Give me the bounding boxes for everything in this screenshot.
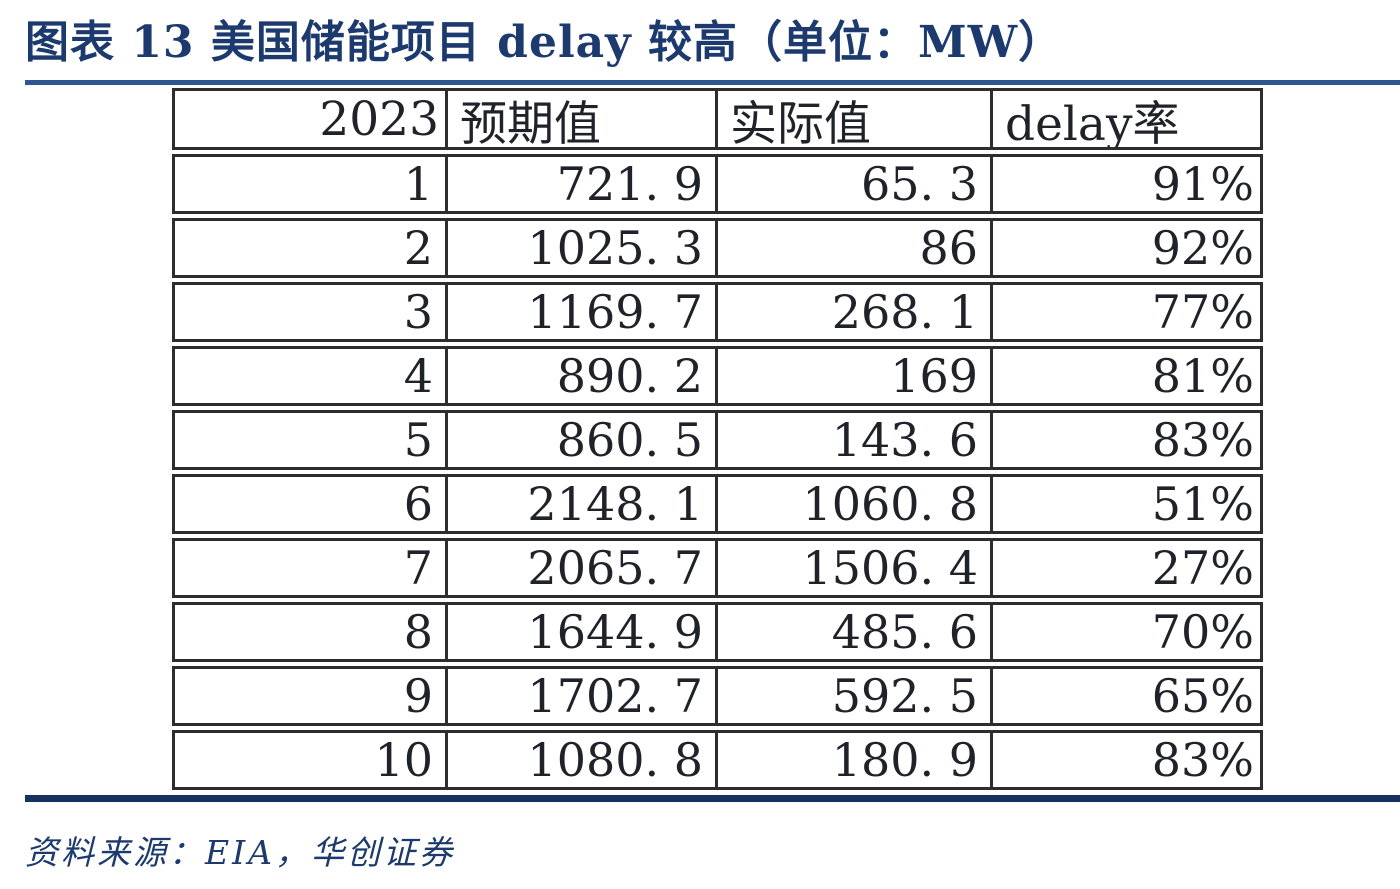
source-note: 资料来源：EIA，华创证券	[25, 833, 455, 872]
cell-month: 2	[403, 221, 433, 275]
cell-expected: 2065. 7	[445, 541, 715, 595]
cell-delay-rate: 83%	[990, 733, 1260, 787]
header-year: 2023	[319, 91, 439, 147]
cell-delay-rate: 77%	[990, 285, 1260, 339]
cell-actual: 86	[715, 221, 990, 275]
cell-actual: 1506. 4	[715, 541, 990, 595]
cell-delay-rate: 91%	[990, 157, 1260, 211]
table-row: 7 2065. 7 1506. 4 27%	[172, 538, 1263, 598]
cell-month: 5	[403, 413, 433, 467]
cell-expected: 1169. 7	[445, 285, 715, 339]
header-delay-rate: delay率	[990, 91, 1260, 147]
table-header-row: 2023 预期值 实际值 delay率	[172, 88, 1263, 150]
header-expected: 预期值	[445, 91, 715, 147]
table-row: 1 721. 9 65. 3 91%	[172, 154, 1263, 214]
cell-delay-rate: 81%	[990, 349, 1260, 403]
table-row: 5 860. 5 143. 6 83%	[172, 410, 1263, 470]
cell-expected: 721. 9	[445, 157, 715, 211]
cell-actual: 180. 9	[715, 733, 990, 787]
header-actual: 实际值	[715, 91, 990, 147]
cell-actual: 65. 3	[715, 157, 990, 211]
table-row: 3 1169. 7 268. 1 77%	[172, 282, 1263, 342]
table-row: 6 2148. 1 1060. 8 51%	[172, 474, 1263, 534]
cell-actual: 1060. 8	[715, 477, 990, 531]
table-row: 4 890. 2 169 81%	[172, 346, 1263, 406]
delay-data-table: 2023 预期值 实际值 delay率 1 721. 9 65. 3 91% 2…	[172, 88, 1263, 794]
cell-month: 3	[403, 285, 433, 339]
cell-delay-rate: 83%	[990, 413, 1260, 467]
cell-expected: 890. 2	[445, 349, 715, 403]
cell-actual: 169	[715, 349, 990, 403]
cell-expected: 1025. 3	[445, 221, 715, 275]
cell-delay-rate: 70%	[990, 605, 1260, 659]
cell-delay-rate: 92%	[990, 221, 1260, 275]
cell-expected: 2148. 1	[445, 477, 715, 531]
cell-actual: 592. 5	[715, 669, 990, 723]
cell-month: 8	[403, 605, 433, 659]
table-row: 2 1025. 3 86 92%	[172, 218, 1263, 278]
cell-expected: 1702. 7	[445, 669, 715, 723]
figure-title: 图表 13 美国储能项目 delay 较高（单位：MW）	[25, 17, 1064, 68]
cell-expected: 860. 5	[445, 413, 715, 467]
cell-month: 7	[403, 541, 433, 595]
table-row: 8 1644. 9 485. 6 70%	[172, 602, 1263, 662]
cell-expected: 1080. 8	[445, 733, 715, 787]
table-bottom-rule	[25, 795, 1400, 802]
table-row: 10 1080. 8 180. 9 83%	[172, 730, 1263, 790]
title-underline-rule	[25, 80, 1400, 85]
table-row: 9 1702. 7 592. 5 65%	[172, 666, 1263, 726]
cell-actual: 143. 6	[715, 413, 990, 467]
cell-month: 10	[374, 733, 433, 787]
cell-expected: 1644. 9	[445, 605, 715, 659]
cell-actual: 268. 1	[715, 285, 990, 339]
cell-month: 6	[403, 477, 433, 531]
cell-delay-rate: 27%	[990, 541, 1260, 595]
cell-delay-rate: 51%	[990, 477, 1260, 531]
cell-delay-rate: 65%	[990, 669, 1260, 723]
cell-actual: 485. 6	[715, 605, 990, 659]
cell-month: 1	[403, 157, 433, 211]
cell-month: 9	[403, 669, 433, 723]
cell-month: 4	[403, 349, 433, 403]
